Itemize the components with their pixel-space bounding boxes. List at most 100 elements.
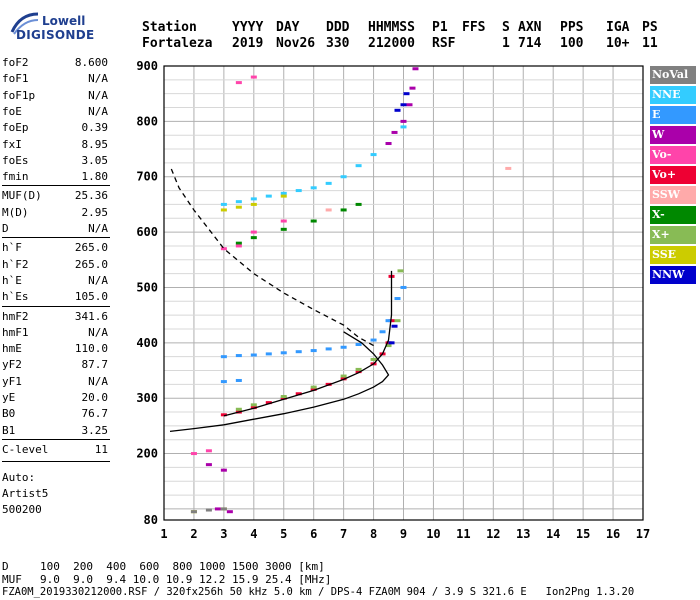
data-point (355, 202, 362, 206)
legend-item: NNE (650, 86, 696, 104)
param-row: foF1 N/A (2, 72, 108, 86)
logo-swoosh-icon (10, 12, 39, 35)
param-row: foEs 3.05 (2, 154, 108, 168)
param-value: N/A (88, 222, 108, 235)
x-tick-label: 13 (516, 527, 530, 541)
param-label: yF1 (2, 374, 22, 388)
x-tick-label: 6 (310, 527, 317, 541)
header-value: 100 (560, 36, 584, 51)
param-label: h`Es (2, 290, 29, 304)
data-point (235, 241, 242, 245)
param-label: hmF1 (2, 325, 29, 339)
param-row: fmin 1.80 (2, 170, 108, 184)
param-row: hmF1 N/A (2, 326, 108, 340)
data-point (370, 153, 377, 157)
y-tick-label: 80 (144, 513, 158, 527)
param-value: 105.0 (74, 290, 108, 304)
data-point (190, 452, 197, 456)
param-value: 87.7 (81, 358, 109, 372)
x-tick-label: 17 (636, 527, 650, 541)
param-value: N/A (88, 374, 108, 388)
data-point (325, 181, 332, 185)
param-label: yF2 (2, 358, 22, 372)
data-point (310, 387, 317, 391)
header-label: DDD (326, 20, 350, 35)
data-point (370, 338, 377, 342)
data-point (295, 350, 302, 354)
legend-item: NoVal (650, 66, 696, 84)
param-value: 0.39 (81, 121, 109, 135)
data-point (220, 355, 227, 359)
data-point (235, 244, 242, 248)
data-point (310, 219, 317, 223)
y-tick-label: 600 (136, 225, 158, 239)
data-point (400, 103, 407, 107)
param-separator (2, 305, 110, 307)
header-label: P1 (432, 20, 448, 35)
param-separator (2, 461, 110, 463)
data-point (226, 510, 233, 514)
data-point (250, 353, 257, 357)
param-label: fmin (2, 170, 29, 184)
data-point (310, 349, 317, 353)
param-row: fxI 8.95 (2, 138, 108, 152)
y-tick-label: 500 (136, 280, 158, 294)
data-point (250, 403, 257, 407)
legend-item: W (650, 126, 696, 144)
param-separator (2, 185, 110, 187)
x-tick-label: 10 (426, 527, 440, 541)
data-point (250, 230, 257, 234)
auto-scaling-text: Auto: (2, 471, 36, 485)
legend-item: E (650, 106, 696, 124)
data-point (310, 385, 317, 389)
data-point (190, 510, 197, 514)
param-value: 25.36 (74, 189, 108, 203)
profile-line (169, 165, 374, 347)
data-point (355, 370, 362, 374)
x-tick-label: 2 (190, 527, 197, 541)
param-label: foF1 (2, 72, 29, 86)
data-point (355, 367, 362, 371)
footer-muf-values: 9.0 9.0 9.4 10.0 10.9 12.2 15.9 25.4 [MH… (40, 573, 332, 586)
data-point (391, 324, 398, 328)
x-tick-label: 9 (400, 527, 407, 541)
param-row: MUF(D) 25.36 (2, 189, 108, 203)
param-row: h`E N/A (2, 274, 108, 288)
data-point (379, 330, 386, 334)
data-point (265, 352, 272, 356)
data-point (340, 175, 347, 179)
header-label: YYYY (232, 20, 264, 35)
header-label: FFS (462, 20, 486, 35)
data-point (250, 202, 257, 206)
header-value: 2019 (232, 36, 264, 51)
param-label: hmF2 (2, 309, 29, 323)
x-tick-label: 3 (220, 527, 227, 541)
param-row: hmF2 341.6 (2, 310, 108, 324)
data-point (220, 468, 227, 472)
data-point (340, 345, 347, 349)
profile-line (169, 331, 390, 433)
data-point (340, 208, 347, 212)
footer-file-info: FZA0M_2019330212000.RSF / 320fx256h 50 k… (2, 586, 635, 598)
profile-line (223, 270, 393, 417)
data-point (355, 342, 362, 346)
data-point (265, 401, 272, 405)
param-value: 2.95 (81, 205, 109, 219)
param-label: D (2, 222, 9, 235)
param-row: foF2 8.600 (2, 56, 108, 70)
data-point (310, 186, 317, 190)
param-value: 20.0 (81, 391, 109, 404)
data-point (280, 396, 287, 400)
param-value: 8.600 (74, 56, 108, 69)
param-value: 3.25 (81, 423, 109, 437)
y-tick-label: 700 (136, 170, 158, 184)
param-label: MUF(D) (2, 189, 42, 203)
x-tick-label: 7 (340, 527, 347, 541)
header-label: HHMMSS (368, 20, 415, 35)
data-point (325, 208, 332, 212)
x-tick-label: 16 (606, 527, 620, 541)
param-value: N/A (88, 325, 108, 339)
footer-d-values: 100 200 400 600 800 1000 1500 3000 [km] (40, 560, 325, 573)
y-tick-label: 900 (136, 59, 158, 73)
data-point (400, 119, 407, 123)
